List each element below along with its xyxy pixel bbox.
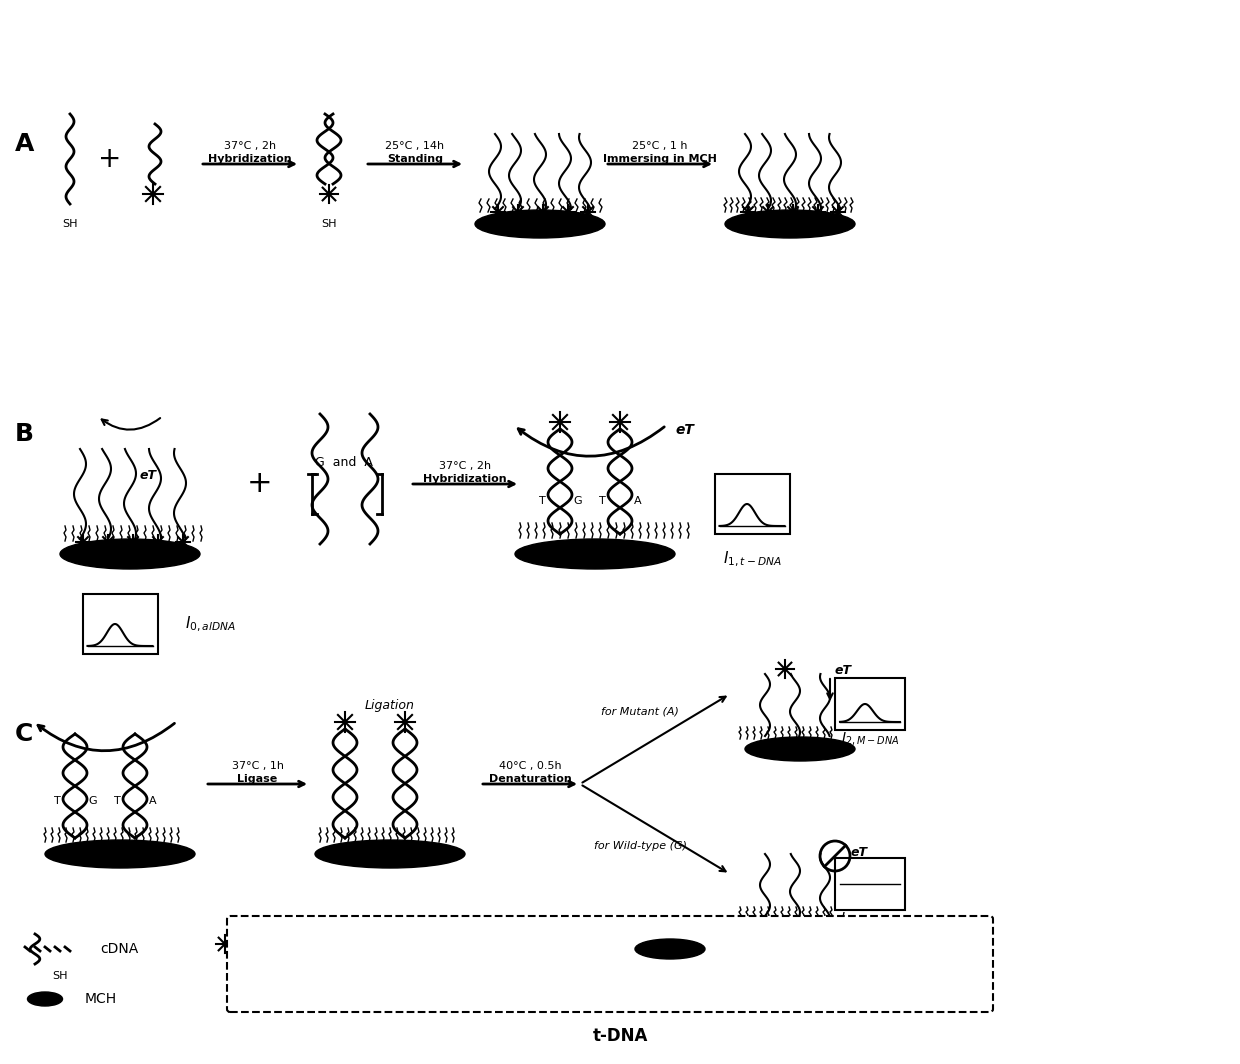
Text: MCH: MCH bbox=[86, 992, 117, 1005]
Text: A: A bbox=[634, 496, 642, 506]
Text: 37°C , 2h: 37°C , 2h bbox=[439, 461, 491, 471]
Ellipse shape bbox=[745, 737, 856, 761]
Text: SH: SH bbox=[52, 971, 68, 981]
Bar bbox=[835, 678, 905, 730]
Text: T: T bbox=[114, 796, 120, 807]
Ellipse shape bbox=[745, 917, 856, 941]
Text: Standing: Standing bbox=[387, 154, 443, 164]
Ellipse shape bbox=[315, 839, 465, 868]
Text: Hybridization: Hybridization bbox=[423, 473, 507, 484]
Text: cDNA: cDNA bbox=[100, 942, 138, 955]
Text: AuE: AuE bbox=[745, 942, 773, 955]
Text: +: + bbox=[98, 145, 122, 173]
Text: M-DNA: M-DNA bbox=[345, 992, 393, 1005]
Text: 37°C , 1h: 37°C , 1h bbox=[232, 761, 284, 771]
Text: $I_{2,W-DNA}$: $I_{2,W-DNA}$ bbox=[841, 911, 900, 928]
Text: Immersing in MCH: Immersing in MCH bbox=[603, 154, 717, 164]
Text: A: A bbox=[149, 796, 156, 807]
Text: G  and  A: G and A bbox=[308, 456, 373, 469]
Text: SH: SH bbox=[62, 219, 78, 229]
Text: Ligase: Ligase bbox=[237, 774, 278, 784]
Text: Denaturation: Denaturation bbox=[489, 774, 572, 784]
Text: C: C bbox=[15, 722, 33, 746]
Text: T: T bbox=[538, 496, 546, 506]
Ellipse shape bbox=[45, 839, 195, 868]
Bar bbox=[83, 594, 157, 654]
Bar bbox=[835, 858, 905, 910]
Text: 25°C , 1 h: 25°C , 1 h bbox=[632, 142, 688, 151]
Text: $I_{1,t-DNA}$: $I_{1,t-DNA}$ bbox=[723, 549, 781, 568]
Text: T: T bbox=[599, 496, 605, 506]
Text: T: T bbox=[53, 796, 61, 807]
Text: eT: eT bbox=[675, 423, 694, 437]
Text: G: G bbox=[575, 977, 584, 987]
Ellipse shape bbox=[475, 210, 605, 238]
Text: 25°C , 14h: 25°C , 14h bbox=[386, 142, 445, 151]
Text: Ligation: Ligation bbox=[365, 699, 415, 712]
Text: G: G bbox=[89, 796, 97, 807]
Text: B: B bbox=[15, 422, 33, 446]
Text: pcDNA(MB-labeled): pcDNA(MB-labeled) bbox=[290, 942, 425, 955]
Text: eT: eT bbox=[851, 846, 868, 859]
Text: t-DNA: t-DNA bbox=[593, 1027, 647, 1045]
Text: $I_{0,alDNA}$: $I_{0,alDNA}$ bbox=[185, 614, 236, 634]
Text: Hybridization: Hybridization bbox=[208, 154, 291, 164]
Text: $I_{2,M-DNA}$: $I_{2,M-DNA}$ bbox=[841, 730, 899, 747]
Ellipse shape bbox=[515, 539, 675, 569]
FancyBboxPatch shape bbox=[227, 916, 993, 1012]
Text: W-DNA: W-DNA bbox=[625, 992, 673, 1005]
Text: for Mutant (A): for Mutant (A) bbox=[601, 706, 680, 716]
Text: eT: eT bbox=[140, 469, 157, 482]
Text: 37°C , 2h: 37°C , 2h bbox=[224, 142, 277, 151]
Ellipse shape bbox=[635, 940, 706, 959]
Text: for Wild-type (G): for Wild-type (G) bbox=[594, 841, 687, 851]
Text: SH: SH bbox=[321, 219, 337, 229]
Ellipse shape bbox=[60, 539, 200, 569]
Ellipse shape bbox=[27, 992, 62, 1005]
Text: A: A bbox=[15, 132, 35, 156]
Text: G: G bbox=[574, 496, 583, 506]
Bar bbox=[714, 473, 790, 534]
Ellipse shape bbox=[725, 210, 856, 238]
Text: +: + bbox=[247, 469, 273, 499]
Text: A: A bbox=[277, 977, 284, 987]
Text: eT: eT bbox=[835, 664, 852, 677]
Text: 40°C , 0.5h: 40°C , 0.5h bbox=[498, 761, 562, 771]
